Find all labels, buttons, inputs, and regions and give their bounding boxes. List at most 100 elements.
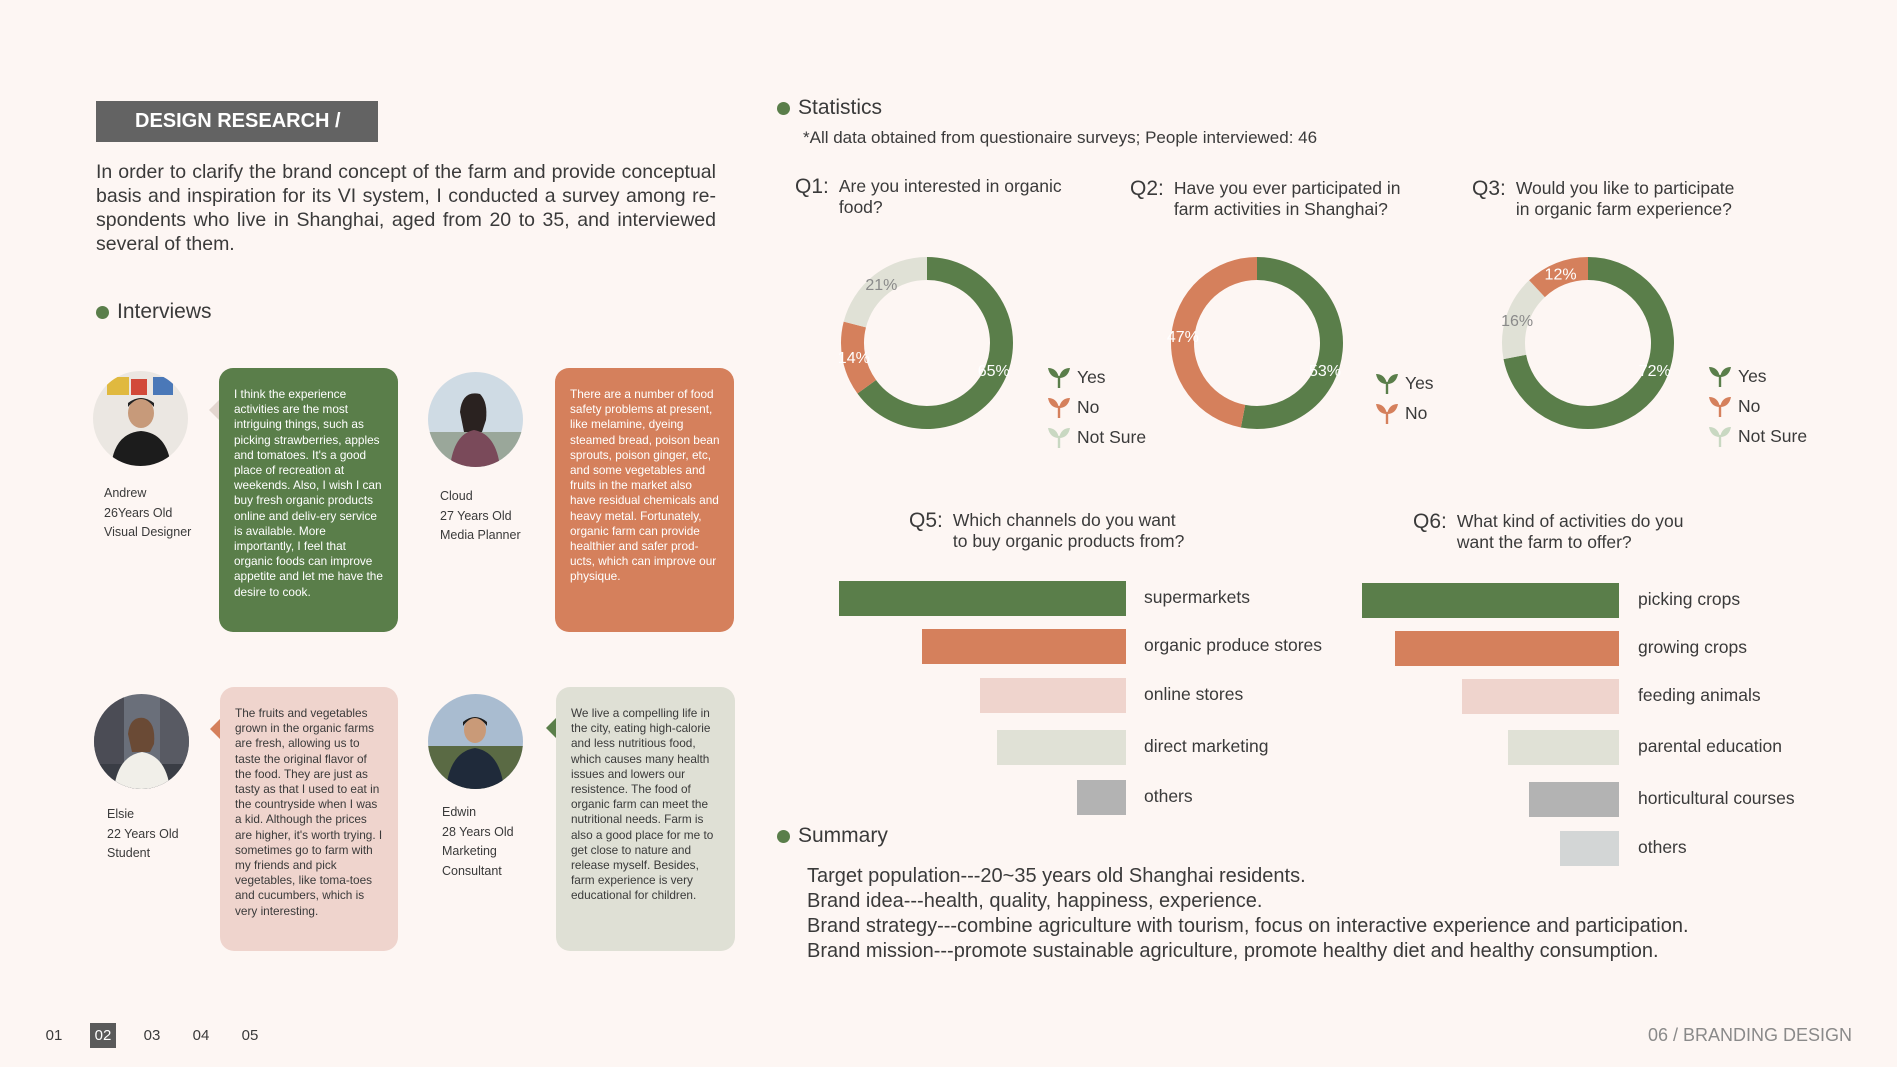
legend-label: Yes xyxy=(1738,365,1767,386)
person-job: Student xyxy=(107,846,151,860)
question-line: in organic farm experience? xyxy=(1515,199,1732,219)
person-job: Consultant xyxy=(442,863,502,878)
person-name: Edwin xyxy=(442,805,477,819)
person-name: Elsie xyxy=(107,807,135,821)
survey-note: *All data obtained from questionaire sur… xyxy=(803,128,1318,147)
legend-item: No xyxy=(1708,391,1807,421)
bar xyxy=(1560,831,1619,866)
sprout-icon xyxy=(1376,404,1398,424)
summary-line: Target population---20~35 years old Shan… xyxy=(807,865,1306,887)
person-photo-icon xyxy=(93,371,188,466)
person-photo-icon xyxy=(94,694,189,789)
bar xyxy=(1462,679,1619,714)
legend-item: Yes xyxy=(1375,368,1434,398)
legend-label: Not Sure xyxy=(1738,425,1808,446)
bar xyxy=(839,581,1126,616)
bar-label: picking crops xyxy=(1638,589,1741,609)
legend-label: Yes xyxy=(1405,372,1434,393)
person-age: 26Years Old xyxy=(104,505,173,520)
legend-label: Not Sure xyxy=(1077,426,1147,447)
bar xyxy=(1077,780,1126,815)
slice-label: 53% xyxy=(1309,363,1341,380)
interview-quote-cloud: There are a number of food safety proble… xyxy=(555,368,734,632)
legend-item: Not Sure xyxy=(1708,421,1807,451)
interview-quote-elsie: The fruits and vegetables grown in the o… xyxy=(220,687,398,951)
summary-heading: Summary xyxy=(777,824,888,848)
page-link-active[interactable]: 02 xyxy=(90,1023,116,1048)
slice-label: 47% xyxy=(1167,329,1199,346)
legend-label: No xyxy=(1405,402,1428,423)
summary-title: Summary xyxy=(798,824,888,847)
donut-slice xyxy=(843,257,928,328)
footer-title: 06 / BRANDING DESIGN xyxy=(1648,1025,1853,1045)
question-line: Have you ever participated in xyxy=(1173,178,1401,198)
legend-q2: Yes No xyxy=(1375,368,1434,428)
person-name: Cloud xyxy=(440,489,473,503)
bullet-dot-icon xyxy=(777,101,790,115)
donut-slice xyxy=(1171,257,1258,428)
question-line: want the farm to offer? xyxy=(1456,532,1632,552)
avatar xyxy=(428,694,523,789)
bubble-notch xyxy=(210,719,220,739)
slice-label: 21% xyxy=(865,277,897,294)
person-info: Edwin 28 Years Old Marketing Consultant xyxy=(442,803,514,881)
interviews-title: Interviews xyxy=(117,300,212,323)
question-line: Which channels do you want xyxy=(952,510,1176,530)
bar-label: direct marketing xyxy=(1144,736,1269,756)
interview-quote-edwin: We live a compelling life in the city, e… xyxy=(556,687,735,951)
donut-chart-q3: 72% 16% 12% xyxy=(1501,257,1674,429)
sprout-icon xyxy=(1048,428,1070,448)
question-number: Q2: xyxy=(1130,177,1164,200)
donut-slice xyxy=(857,257,1013,429)
slice-label: 16% xyxy=(1501,313,1533,330)
legend-item: Yes xyxy=(1047,362,1146,392)
donut-slice xyxy=(1240,257,1343,429)
intro-paragraph: In order to clarify the brand concept of… xyxy=(96,161,716,255)
donut-chart-q2: 53% 47% xyxy=(1167,257,1343,429)
page-link[interactable]: 05 xyxy=(241,1027,259,1044)
question-q1: Q1: Are you interested in organic food? xyxy=(795,176,1062,218)
slice-label: 65% xyxy=(978,363,1010,380)
person-photo-icon xyxy=(428,372,523,467)
avatar xyxy=(93,371,188,466)
sprout-icon xyxy=(1376,374,1398,394)
question-q6: Q6: What kind of activities do you want t… xyxy=(1413,511,1684,553)
legend-item: Not Sure xyxy=(1047,422,1146,452)
question-number: Q6: xyxy=(1413,510,1447,533)
page-link[interactable]: 03 xyxy=(143,1027,161,1044)
page-link[interactable]: 04 xyxy=(192,1027,210,1044)
bubble-notch xyxy=(546,718,556,738)
bar xyxy=(997,730,1126,765)
person-job: Marketing xyxy=(442,844,497,858)
bar-label: parental education xyxy=(1638,736,1782,756)
bar-label: feeding animals xyxy=(1638,685,1761,705)
avatar xyxy=(94,694,189,789)
interviews-heading: Interviews xyxy=(96,300,212,324)
person-age: 22 Years Old xyxy=(107,826,179,841)
question-line: Would you like to participate xyxy=(1515,178,1735,198)
slice-label: 12% xyxy=(1545,267,1577,284)
bar-label: others xyxy=(1638,837,1687,857)
summary-line: Brand mission---promote sustainable agri… xyxy=(807,940,1659,962)
question-q2: Q2: Have you ever participated in farm ac… xyxy=(1130,178,1401,220)
person-info: Elsie 22 Years Old Student xyxy=(107,805,179,864)
person-job: Media Planner xyxy=(440,528,521,542)
question-line: Are you interested in organic xyxy=(838,176,1062,196)
donut-chart-q1: 65% 14% 21% xyxy=(838,257,1013,429)
legend-q3: Yes No Not Sure xyxy=(1708,361,1807,451)
bar-label: supermarkets xyxy=(1144,587,1251,607)
slice-label: 14% xyxy=(838,350,870,367)
section-tag: DESIGN RESEARCH / xyxy=(96,101,378,142)
bullet-dot-icon xyxy=(96,305,109,319)
summary-line: Brand idea---health, quality, happiness,… xyxy=(807,890,1263,912)
bar xyxy=(1508,730,1619,765)
question-line: farm activities in Shanghai? xyxy=(1173,199,1388,219)
bar xyxy=(1362,583,1619,618)
sprout-icon xyxy=(1709,397,1731,417)
page-link[interactable]: 01 xyxy=(45,1027,63,1044)
donut-slice xyxy=(1503,257,1674,429)
question-line: to buy organic products from? xyxy=(952,531,1185,551)
slice-label: 72% xyxy=(1639,363,1671,380)
sprout-icon xyxy=(1709,427,1731,447)
summary-line: Brand strategy---combine agriculture wit… xyxy=(807,915,1689,937)
